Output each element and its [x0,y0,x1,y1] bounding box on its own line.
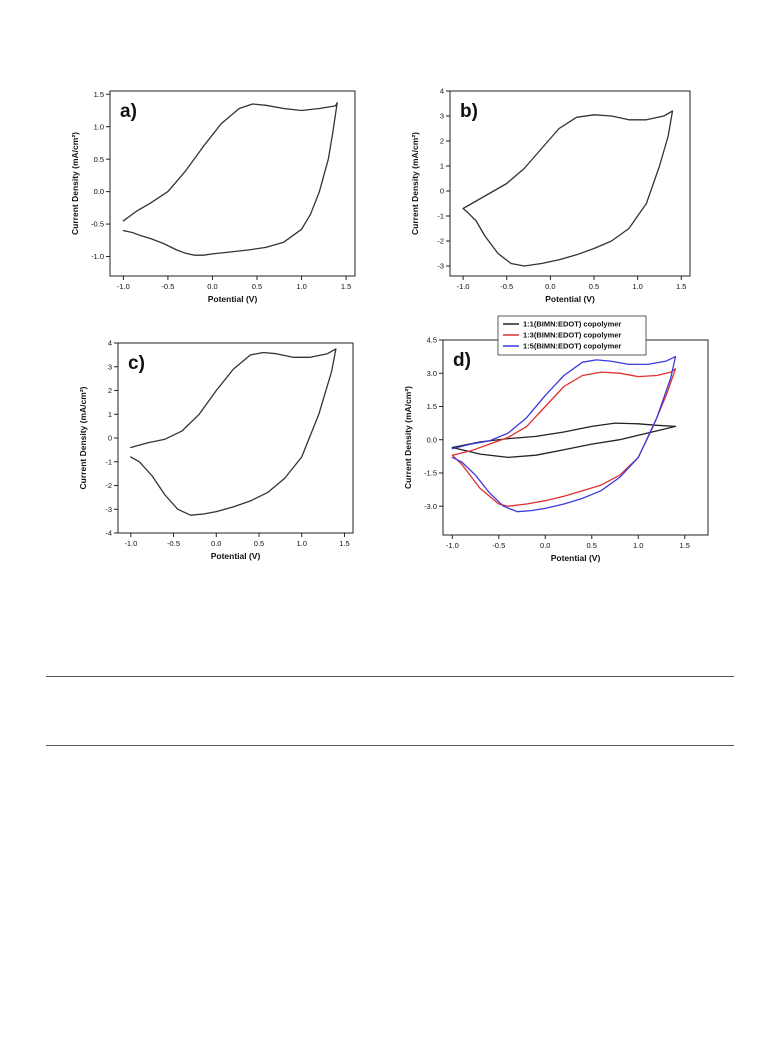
x-tick-label: -1.0 [457,282,470,291]
x-tick-label: 1.0 [632,282,642,291]
cv-figure: -1.0 -0.5 0.0 0.5 1.0 1.5 -1.0 -0.5 0.0 0.5 1.0 1.5… [70,87,709,563]
chart-panel-4: -1.0 -0.5 0.0 0.5 1.0 1.5 -3.0 -1.5 0.0 1.5 3.0 4.5… [403,315,709,563]
x-axis-label: Potential (V) [211,551,261,561]
y-tick-label: -3 [437,262,444,271]
x-tick-label: -1.0 [124,539,137,548]
x-tick-label: 1.5 [339,539,349,548]
y-axis-label: Current Density (mA/cm²) [403,386,413,489]
y-tick-label: -1 [437,212,444,221]
y-tick-label: 3.0 [427,369,437,378]
panel-label: d) [453,350,471,371]
x-tick-label: -0.5 [161,282,174,291]
y-tick-label: -3.0 [424,502,437,511]
panel-label: b) [460,101,478,122]
legend-entry: 1:3(BIMN:EDOT) copolymer [523,331,621,340]
panel-label: c) [128,353,145,374]
x-tick-label: 0.5 [589,282,599,291]
x-tick-label: 0.5 [254,539,264,548]
legend: 1:1(BIMN:EDOT) copolymer 1:3(BIMN:EDOT) c… [497,315,647,356]
series-line-1 [451,422,677,459]
y-tick-label: 0.0 [94,187,104,196]
y-tick-label: 4.5 [427,336,437,345]
y-axis-label: Current Density (mA/cm²) [70,132,80,235]
x-tick-label: 0.0 [545,282,555,291]
x-tick-label: 1.5 [676,282,686,291]
series-line-1 [462,110,674,267]
x-tick-label: -0.5 [167,539,180,548]
x-tick-label: -1.0 [117,282,130,291]
plot-frame [449,90,691,277]
series-line-1 [122,102,338,256]
y-tick-label: -1 [105,457,112,466]
x-tick-label: -0.5 [500,282,513,291]
y-tick-label: 0.0 [427,435,437,444]
x-tick-label: 1.5 [680,541,690,550]
y-tick-label: 1 [108,410,112,419]
y-tick-label: -3 [105,505,112,514]
x-tick-label: 0.5 [252,282,262,291]
y-tick-label: 1.5 [427,402,437,411]
series-line-2 [451,368,677,507]
y-tick-label: -1.0 [91,252,104,261]
chart-panel-3: -1.0 -0.5 0.0 0.5 1.0 1.5 -4 -3 -2 -1 0 1 2 3 4 Potenti… [78,339,354,561]
y-tick-label: 0 [440,187,444,196]
y-tick-label: 0 [108,434,112,443]
horizontal-rule-top [46,676,734,677]
x-axis-label: Potential (V) [208,294,258,304]
y-tick-label: 2 [440,137,444,146]
x-tick-label: 0.0 [540,541,550,550]
x-tick-label: 1.0 [297,539,307,548]
x-tick-label: -1.0 [446,541,459,550]
series-line-3 [451,355,677,513]
plot-frame [117,342,354,534]
x-tick-label: 0.0 [207,282,217,291]
y-tick-label: 0.5 [94,155,104,164]
chart-panel-1: -1.0 -0.5 0.0 0.5 1.0 1.5 -1.0 -0.5 0.0 0.5 1.0 1.5… [70,90,356,304]
y-tick-label: 4 [440,87,444,96]
y-tick-label: 4 [108,339,112,348]
y-tick-label: -2 [437,237,444,246]
y-axis-label: Current Density (mA/cm²) [78,386,88,489]
y-axis-label: Current Density (mA/cm²) [410,132,420,235]
x-axis-label: Potential (V) [545,294,595,304]
chart-panel-2: -1.0 -0.5 0.0 0.5 1.0 1.5 -3 -2 -1 0 1 2 3 4 Potential… [410,87,691,304]
y-tick-label: 1 [440,162,444,171]
x-tick-label: 0.0 [211,539,221,548]
y-tick-label: 3 [108,362,112,371]
x-tick-label: 0.5 [587,541,597,550]
plot-frame [442,339,709,536]
y-tick-label: -4 [105,529,112,538]
y-tick-label: 1.5 [94,90,104,99]
legend-entry: 1:5(BIMN:EDOT) copolymer [523,342,621,351]
x-tick-label: -0.5 [492,541,505,550]
x-tick-label: 1.5 [341,282,351,291]
x-axis-label: Potential (V) [551,553,601,563]
y-tick-label: 2 [108,386,112,395]
horizontal-rule-bottom [46,745,734,746]
plot-frame [109,90,356,277]
panel-label: a) [120,101,137,122]
y-tick-label: 3 [440,112,444,121]
x-tick-label: 1.0 [633,541,643,550]
legend-box [497,315,647,356]
y-tick-label: -1.5 [424,469,437,478]
y-tick-label: 1.0 [94,122,104,131]
y-tick-label: -2 [105,481,112,490]
x-tick-label: 1.0 [296,282,306,291]
legend-entry: 1:1(BIMN:EDOT) copolymer [523,320,621,329]
y-tick-label: -0.5 [91,220,104,229]
series-line-1 [130,348,337,516]
